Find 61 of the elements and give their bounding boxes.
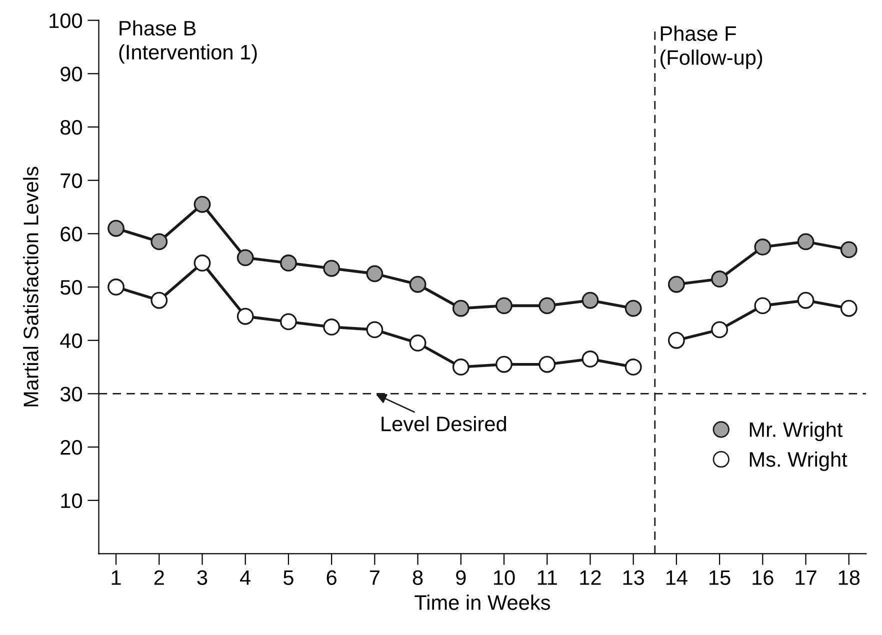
point: [280, 313, 297, 330]
annotation: Phase F (Follow-up): [660, 26, 762, 70]
x-tick-label: 12: [580, 570, 601, 585]
point: [538, 356, 556, 373]
point: [582, 350, 599, 368]
y-axis-title: Martial Satisfaction Levels: [23, 166, 38, 406]
x-tick-label: 17: [796, 570, 816, 585]
x-tick-label: 15: [710, 570, 730, 585]
point: [108, 278, 124, 296]
x-tick-label: 3: [197, 570, 208, 585]
y-tick-label: 100: [50, 13, 82, 28]
x-tick-label: 10: [494, 570, 515, 585]
point: [108, 220, 124, 237]
x-tick-label: 5: [284, 570, 294, 585]
point: [236, 308, 254, 325]
point: [366, 321, 384, 338]
x-tick-label: 14: [666, 570, 688, 585]
x-tick-label: 7: [370, 570, 380, 585]
point: [236, 249, 254, 266]
point: [194, 196, 211, 213]
x-tick-label: 4: [240, 570, 251, 585]
point: [624, 300, 642, 317]
x-axis-title: Time in Weeks: [414, 594, 550, 610]
x-tick-label: 8: [412, 570, 423, 585]
y-tick-label: 40: [60, 333, 82, 348]
y-tick-label: 90: [60, 66, 82, 82]
annotation: Phase B (Intervention 1): [119, 20, 257, 64]
point: [194, 254, 211, 272]
point: [452, 300, 470, 317]
point: [409, 276, 426, 293]
x-tick-label: 16: [752, 570, 774, 585]
point: [409, 334, 426, 352]
point: [323, 260, 340, 277]
point: [150, 233, 168, 250]
y-tick-label: 60: [60, 226, 82, 242]
point: [280, 254, 297, 272]
point: [624, 358, 642, 376]
y-tick-label: 70: [60, 173, 82, 188]
x-tick-label: 6: [326, 570, 336, 585]
point: [323, 318, 340, 336]
x-tick-label: 2: [154, 570, 164, 585]
y-tick-label: 80: [60, 120, 82, 135]
x-tick-label: 11: [538, 570, 557, 585]
y-tick-label: 10: [61, 493, 82, 508]
x-tick-label: 1: [112, 570, 121, 585]
y-tick-label: 30: [60, 386, 82, 402]
point: [496, 356, 512, 373]
annotation: Level Desired: [382, 416, 506, 432]
point: [452, 358, 470, 376]
point: [366, 265, 384, 282]
legend-label: Ms. Wright: [750, 452, 848, 471]
point: [496, 297, 512, 314]
point: [582, 292, 599, 309]
legend-label: Mr. Wright: [750, 422, 843, 442]
y-tick-label: 50: [60, 280, 82, 295]
point: [538, 297, 556, 314]
x-tick-label: 13: [623, 570, 644, 585]
x-tick-label: 9: [456, 570, 466, 585]
point: [150, 292, 168, 309]
y-tick-label: 20: [60, 440, 82, 455]
x-tick-label: 18: [838, 570, 860, 585]
